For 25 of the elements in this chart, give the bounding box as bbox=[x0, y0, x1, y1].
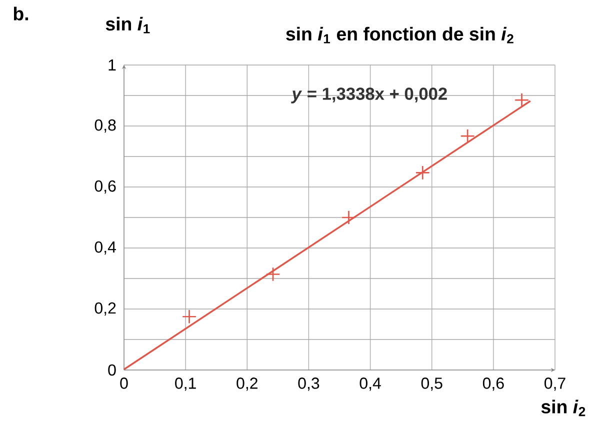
annotation: y = 1,3338x + 0,002 bbox=[291, 88, 447, 104]
y-tick-label: 0,4 bbox=[94, 241, 116, 255]
point bbox=[266, 266, 280, 282]
x-tick-label: 0,6 bbox=[482, 378, 504, 391]
y-tick-label: 0,6 bbox=[94, 180, 116, 194]
chart-title: sin i$_{1}$ en fonction de sin i$_{2}$ bbox=[286, 26, 514, 44]
y-tick-label: 1 bbox=[108, 60, 116, 71]
x-axis-title: sin i$_{2}$ bbox=[541, 400, 586, 416]
point bbox=[514, 92, 530, 108]
x-tick-label: 0,2 bbox=[236, 378, 258, 391]
x-tick-label: 0 bbox=[120, 378, 128, 389]
x-tick-label: 0,4 bbox=[360, 378, 381, 391]
x-tick-label: 0,5 bbox=[421, 378, 442, 391]
point bbox=[182, 309, 197, 324]
x-tick-label: 0,7 bbox=[544, 378, 566, 391]
point bbox=[460, 128, 475, 144]
x-tick-label: 0,1 bbox=[175, 378, 196, 391]
point bbox=[415, 165, 430, 180]
y-tick-label: 0 bbox=[108, 364, 116, 376]
point bbox=[341, 210, 356, 225]
text: b. bbox=[14, 6, 28, 20]
y-axis-title: sin i$_{1}$ bbox=[106, 16, 150, 34]
y-tick-label: 0,8 bbox=[94, 119, 116, 133]
y-tick-label: 0,2 bbox=[94, 302, 116, 316]
x-tick-label: 0,3 bbox=[298, 378, 320, 391]
